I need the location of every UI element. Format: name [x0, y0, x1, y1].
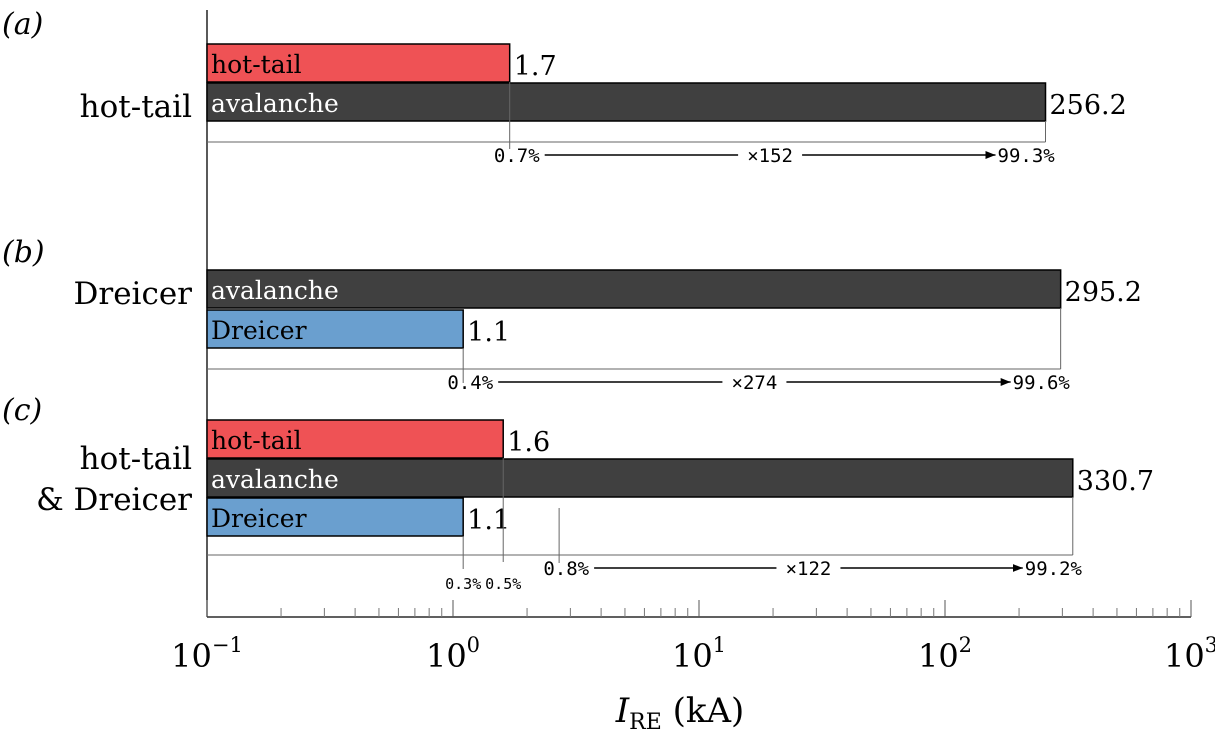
x-axis-label-unit: (kA) [662, 691, 745, 731]
percentage-label: 99.6% [1013, 372, 1071, 394]
x-axis-label: IRE (kA) [615, 691, 745, 732]
x-axis-label-main: I [615, 691, 630, 731]
group-label: & Dreicer [36, 482, 192, 518]
panel-c: (c) hot-tail & Dreicer hot-tail 1.6 avalanche… [2, 393, 1154, 593]
group-label: hot-tail [80, 89, 192, 125]
percentage-label: 0.4% [447, 372, 493, 394]
x-axis-label-sub: RE [629, 710, 662, 732]
panel-letter: (a) [2, 7, 43, 42]
svg-text:IRE (kA): IRE (kA) [615, 691, 745, 732]
percentage-label: 99.2% [1025, 558, 1083, 580]
bar-avalanche [206, 82, 1047, 122]
panels: (a) hot-tail hot-tail 1.7 avalanche 256.2 0.7%… [2, 7, 1154, 593]
percentage-label: 0.5% [485, 575, 521, 593]
x-tick-label: 10−1 [171, 633, 243, 675]
group-label: Dreicer [74, 276, 193, 312]
ratio-label: ×122 [786, 558, 832, 580]
x-tick-label: 101 [672, 633, 726, 675]
panel-b: (b) Dreicer avalanche 295.2 Dreicer 1.1 0.4% 99… [2, 235, 1142, 394]
ratio-label-bg [722, 370, 787, 392]
x-tick-label: 100 [426, 633, 480, 675]
panel-letter: (b) [2, 235, 45, 270]
bar-value-label: 330.7 [1077, 466, 1154, 497]
bar-name-label: hot-tail [211, 50, 302, 79]
percentage-label: 0.8% [543, 558, 589, 580]
bar-value-label: 1.6 [507, 427, 550, 458]
group-label: hot-tail [80, 441, 192, 477]
bar-name-label: Dreicer [211, 316, 307, 345]
ratio-label: ×152 [747, 145, 793, 167]
ratio-label: ×274 [732, 372, 778, 394]
bar-name-label: hot-tail [211, 426, 302, 455]
ratio-label-bg [738, 143, 803, 165]
bar-value-label: 256.2 [1050, 90, 1127, 121]
percentage-label: 0.3% [445, 575, 481, 593]
bar-Dreicer [206, 309, 464, 349]
bar-avalanche [206, 269, 1062, 309]
bar-value-label: 1.1 [467, 317, 510, 348]
bar-Dreicer [206, 497, 464, 537]
panel-a: (a) hot-tail hot-tail 1.7 avalanche 256.2 0.7%… [2, 7, 1127, 167]
bar-name-label: avalanche [211, 89, 339, 118]
bar-name-label: Dreicer [211, 504, 307, 533]
percentage-label: 99.3% [998, 145, 1056, 167]
x-tick-label: 102 [918, 633, 972, 675]
panel-letter: (c) [2, 393, 42, 428]
bar-value-label: 295.2 [1065, 277, 1142, 308]
bar-name-label: avalanche [211, 465, 339, 494]
percentage-label: 0.7% [494, 145, 540, 167]
bar-hot-tail [206, 43, 511, 83]
axes: 10−1 100 101 102 103 [171, 10, 1215, 675]
bar-hot-tail [206, 419, 504, 459]
bar-name-label: avalanche [211, 276, 339, 305]
x-tick-label: 103 [1164, 633, 1215, 675]
bar-avalanche [206, 458, 1074, 498]
ratio-label-bg [776, 556, 841, 578]
bar-value-label: 1.7 [514, 51, 557, 82]
